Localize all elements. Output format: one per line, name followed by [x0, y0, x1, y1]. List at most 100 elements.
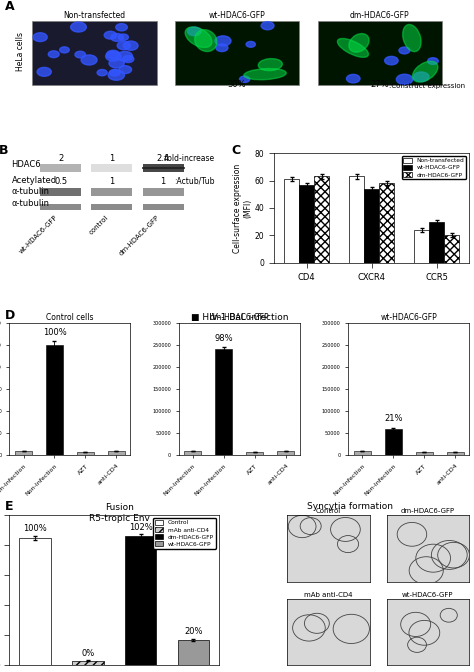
- Title: Control: Control: [316, 508, 341, 514]
- Bar: [284, 179, 299, 263]
- Text: HeLa cells: HeLa cells: [17, 32, 26, 71]
- Bar: [349, 177, 365, 263]
- Bar: [314, 177, 329, 263]
- Circle shape: [117, 42, 130, 50]
- Text: 102%: 102%: [128, 523, 153, 532]
- FancyBboxPatch shape: [143, 188, 183, 196]
- Text: control: control: [88, 214, 110, 236]
- Title: wt-HDAC6-GFP: wt-HDAC6-GFP: [402, 591, 454, 597]
- Circle shape: [261, 22, 274, 30]
- Text: dm-HDAC6-GFP: dm-HDAC6-GFP: [350, 11, 410, 19]
- Circle shape: [428, 58, 438, 65]
- Bar: [184, 451, 201, 456]
- Bar: [447, 452, 464, 456]
- Text: 30%: 30%: [228, 80, 246, 89]
- Ellipse shape: [337, 38, 368, 57]
- Text: 2.4: 2.4: [156, 155, 170, 163]
- Text: 100%: 100%: [43, 328, 66, 337]
- FancyBboxPatch shape: [318, 21, 442, 85]
- Text: Syncytia formation: Syncytia formation: [307, 502, 393, 511]
- Circle shape: [216, 44, 228, 52]
- Bar: [246, 452, 264, 456]
- Text: D: D: [5, 309, 15, 323]
- Circle shape: [246, 42, 255, 47]
- Bar: [354, 451, 371, 456]
- Bar: [444, 235, 459, 263]
- FancyBboxPatch shape: [32, 21, 156, 85]
- Bar: [19, 538, 51, 665]
- Circle shape: [346, 75, 360, 83]
- Title: mAb anti-CD4: mAb anti-CD4: [304, 591, 353, 597]
- Circle shape: [33, 33, 47, 42]
- Circle shape: [104, 32, 117, 39]
- Bar: [46, 345, 63, 456]
- Circle shape: [116, 24, 128, 31]
- FancyBboxPatch shape: [143, 163, 183, 172]
- FancyBboxPatch shape: [40, 163, 81, 172]
- Circle shape: [107, 50, 120, 58]
- Circle shape: [75, 51, 85, 58]
- Text: 21%: 21%: [384, 414, 402, 423]
- Text: C: C: [231, 144, 240, 157]
- Bar: [72, 661, 103, 665]
- FancyBboxPatch shape: [91, 188, 132, 196]
- Text: Fusion
R5-tropic Env: Fusion R5-tropic Env: [90, 503, 150, 523]
- Bar: [416, 452, 433, 456]
- FancyBboxPatch shape: [91, 163, 132, 172]
- Text: HDAC6: HDAC6: [11, 160, 41, 169]
- Bar: [108, 451, 125, 456]
- Circle shape: [60, 47, 69, 53]
- Circle shape: [109, 58, 124, 68]
- Circle shape: [108, 70, 125, 80]
- Text: 98%: 98%: [215, 333, 233, 343]
- Circle shape: [399, 47, 410, 54]
- Circle shape: [239, 76, 250, 83]
- Text: 0.5: 0.5: [54, 177, 67, 185]
- Circle shape: [48, 51, 59, 58]
- Bar: [215, 349, 232, 456]
- Circle shape: [119, 66, 132, 74]
- Legend: Non-transfected, wt-HDAC6-GFP, dm-HDAC6-GFP: Non-transfected, wt-HDAC6-GFP, dm-HDAC6-…: [401, 156, 466, 179]
- Text: 100%: 100%: [23, 524, 47, 534]
- Text: 20%: 20%: [184, 628, 203, 636]
- Bar: [77, 452, 94, 456]
- Circle shape: [37, 67, 51, 77]
- Bar: [178, 640, 209, 665]
- Title: Control cells: Control cells: [46, 313, 94, 322]
- Title: dm-HDAC6-GFP: dm-HDAC6-GFP: [210, 313, 269, 322]
- Text: :Actub/Tub: :Actub/Tub: [174, 177, 214, 185]
- Circle shape: [123, 41, 138, 50]
- FancyBboxPatch shape: [40, 204, 81, 210]
- Bar: [125, 536, 156, 665]
- Y-axis label: Cell-surface expression
(MFI): Cell-surface expression (MFI): [233, 163, 252, 253]
- Circle shape: [384, 56, 398, 65]
- Text: :fold-increase: :fold-increase: [162, 155, 214, 163]
- Title: wt-HDAC6-GFP: wt-HDAC6-GFP: [381, 313, 437, 322]
- FancyBboxPatch shape: [143, 204, 183, 210]
- Text: wt-HDAC6-GFP: wt-HDAC6-GFP: [18, 214, 59, 255]
- Circle shape: [71, 22, 86, 32]
- Circle shape: [117, 51, 133, 61]
- Legend: Control, mAb anti-CD4, dm-HDAC6-GFP, wt-HDAC6-GFP: Control, mAb anti-CD4, dm-HDAC6-GFP, wt-…: [153, 518, 216, 548]
- Text: Non-transfected: Non-transfected: [64, 11, 126, 19]
- Text: wt-HDAC6-GFP: wt-HDAC6-GFP: [209, 11, 265, 19]
- Circle shape: [122, 56, 134, 62]
- Bar: [379, 183, 394, 263]
- Circle shape: [118, 34, 128, 40]
- Circle shape: [109, 69, 120, 76]
- Text: A: A: [5, 0, 15, 13]
- Title: dm-HDAC6-GFP: dm-HDAC6-GFP: [401, 508, 455, 514]
- Text: 27%: 27%: [370, 80, 389, 89]
- Bar: [385, 429, 402, 456]
- FancyBboxPatch shape: [91, 204, 132, 210]
- Text: 1: 1: [160, 177, 166, 185]
- FancyBboxPatch shape: [175, 21, 299, 85]
- Text: dm-HDAC6-GFP: dm-HDAC6-GFP: [118, 214, 161, 257]
- Ellipse shape: [185, 27, 212, 48]
- Text: α-tubulin: α-tubulin: [11, 199, 49, 208]
- Circle shape: [97, 69, 107, 76]
- Circle shape: [215, 36, 231, 46]
- Bar: [15, 451, 32, 456]
- Text: 2: 2: [58, 155, 64, 163]
- Circle shape: [81, 55, 97, 65]
